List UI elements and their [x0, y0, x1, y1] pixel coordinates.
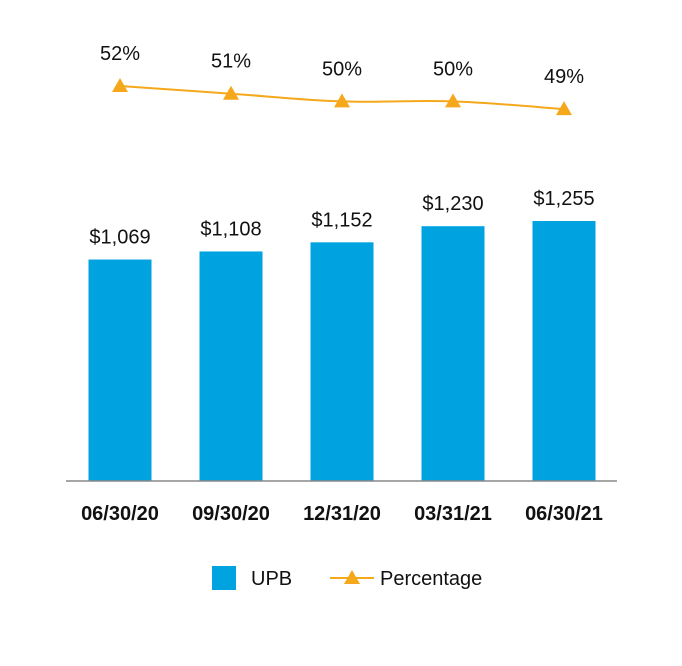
percentage-line-layer: 52% 51% 50% 50% 49% [100, 43, 584, 116]
legend-percentage-triangle-icon [344, 570, 360, 584]
category-labels: 06/30/20 09/30/20 12/31/20 03/31/21 06/30/21 [81, 503, 603, 525]
upb-bar [532, 221, 596, 481]
percentage-triangle-marker [112, 78, 128, 92]
percentage-triangle-marker [223, 85, 239, 100]
category-label: 06/30/20 [81, 503, 159, 525]
percentage-value-label: 52% [100, 43, 140, 65]
upb-value-label: $1,255 [533, 188, 594, 210]
percentage-value-label: 51% [211, 51, 251, 73]
legend-percentage-label: Percentage [380, 568, 482, 590]
upb-value-label: $1,108 [200, 218, 261, 240]
percentage-value-label: 49% [544, 66, 584, 88]
upb-value-label: $1,152 [311, 209, 372, 231]
upb-bar [199, 251, 263, 481]
upb-bar-layer: $1,069 $1,108 $1,152 $1,230 $1,255 [88, 188, 596, 481]
legend-upb-label: UPB [251, 568, 292, 590]
category-label: 09/30/20 [192, 503, 270, 525]
percentage-triangle-marker [334, 93, 350, 108]
upb-value-label: $1,230 [422, 193, 483, 215]
category-label: 06/30/21 [525, 503, 603, 525]
legend-upb-swatch [212, 566, 236, 590]
percentage-triangle-marker [556, 101, 572, 116]
upb-value-label: $1,069 [89, 227, 150, 249]
upb-bar [421, 226, 485, 481]
percentage-value-label: 50% [322, 58, 362, 80]
category-label: 12/31/20 [303, 503, 381, 525]
category-label: 03/31/21 [414, 503, 492, 525]
upb-bar [88, 259, 152, 481]
percentage-triangle-marker [445, 93, 461, 108]
legend: UPB Percentage [212, 566, 482, 590]
upb-bar [310, 242, 374, 481]
percentage-value-label: 50% [433, 58, 473, 80]
